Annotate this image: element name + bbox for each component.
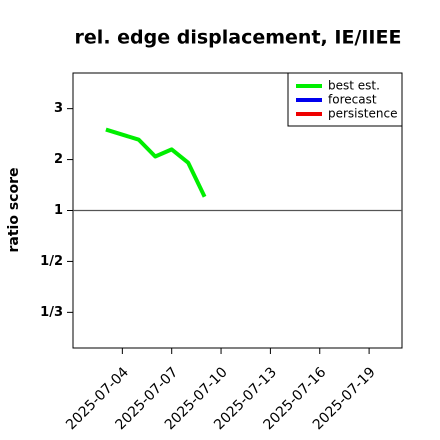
- y-axis-label: ratio score: [6, 168, 22, 253]
- y-tick-label: 1/2: [40, 254, 63, 269]
- y-tick-label: 1: [54, 203, 63, 218]
- legend-label: persistence: [328, 107, 397, 121]
- y-tick-label: 3: [54, 101, 63, 116]
- legend-label: forecast: [328, 93, 377, 107]
- y-tick-label: 2: [54, 152, 63, 167]
- y-tick-label: 1/3: [40, 305, 63, 320]
- data-line: [105, 127, 207, 198]
- legend-label: best est.: [328, 79, 380, 93]
- chart-title: rel. edge displacement, IE/IIEE: [75, 27, 402, 49]
